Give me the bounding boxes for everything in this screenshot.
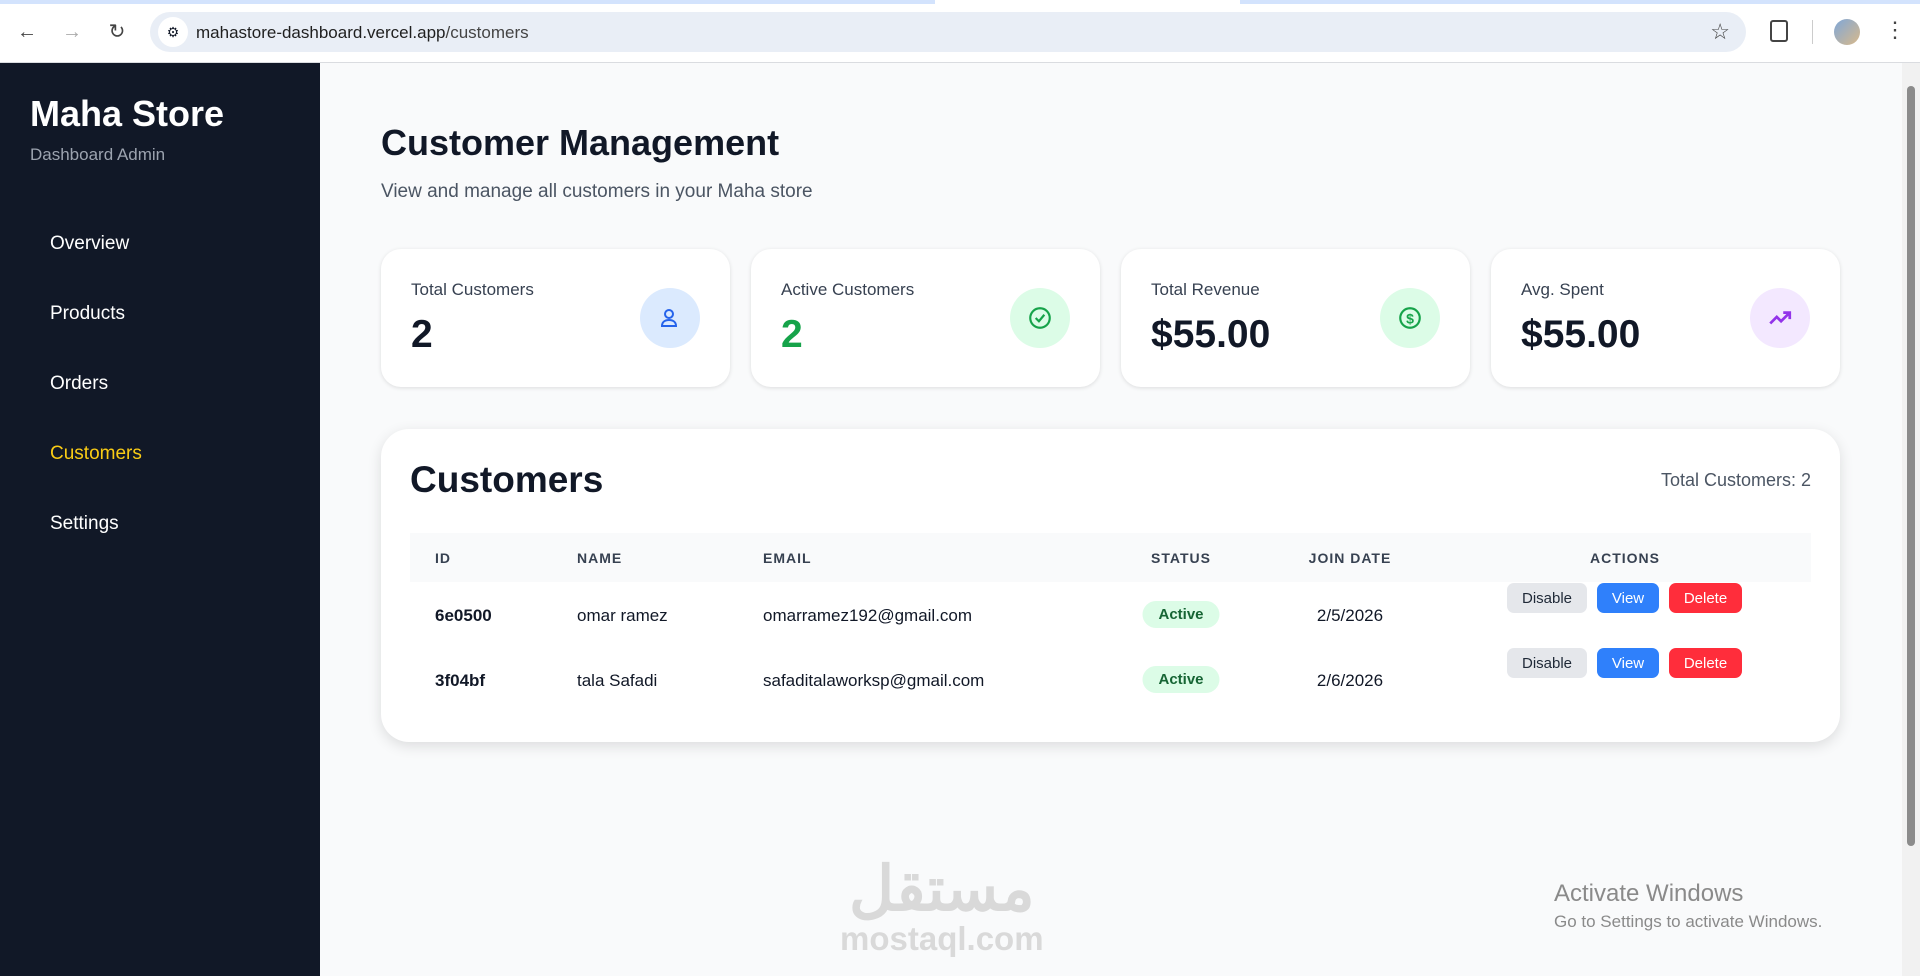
disable-button[interactable]: Disable [1507, 583, 1587, 613]
stat-card-active-customers: Active Customers 2 [751, 249, 1100, 387]
back-icon[interactable]: ← [17, 21, 37, 43]
customer-email: omarramez192@gmail.com [763, 606, 973, 625]
brand-subtitle: Dashboard Admin [30, 145, 166, 164]
stat-label: Total Customers [411, 280, 534, 299]
sidebar-item-customers[interactable]: Customers [50, 443, 142, 464]
activate-windows-notice: Activate Windows Go to Settings to activ… [1554, 880, 1822, 932]
sidebar-item-orders[interactable]: Orders [50, 373, 109, 394]
customers-panel: Customers Total Customers: 2 ID NAME EMA… [381, 429, 1840, 742]
stat-label: Total Revenue [1151, 280, 1260, 299]
extensions-icon[interactable] [1770, 20, 1788, 42]
mostaql-watermark: مستقل mostaql.com [840, 855, 1044, 958]
divider [1812, 20, 1813, 44]
stat-card-total-customers: Total Customers 2 [381, 249, 730, 387]
stat-card-avg-spent: Avg. Spent $55.00 [1491, 249, 1840, 387]
user-icon [640, 288, 700, 348]
view-button[interactable]: View [1597, 648, 1659, 678]
tab-strip [1240, 0, 1920, 4]
disable-button[interactable]: Disable [1507, 648, 1587, 678]
stat-label: Active Customers [781, 280, 915, 299]
svg-text:$: $ [1406, 310, 1414, 326]
trending-up-icon [1750, 288, 1810, 348]
status-badge: Active [1142, 601, 1220, 628]
customer-email: safaditalaworksp@gmail.com [763, 671, 985, 690]
watermark-logo: مستقل [849, 855, 1035, 924]
brand-name: Maha Store [30, 93, 225, 134]
scrollbar-thumb[interactable] [1907, 86, 1915, 846]
scrollbar[interactable] [1902, 63, 1920, 976]
column-header-email: EMAIL [763, 550, 812, 566]
menu-kebab-icon[interactable]: ⋮ [1884, 17, 1906, 42]
check-circle-icon [1010, 288, 1070, 348]
url-text[interactable]: mahastore-dashboard.vercel.app/customers [196, 23, 529, 42]
browser-toolbar: ← → ↻ ⚙ mahastore-dashboard.vercel.app/c… [0, 0, 1920, 63]
activate-detail: Go to Settings to activate Windows. [1554, 912, 1823, 931]
delete-button[interactable]: Delete [1669, 648, 1742, 678]
page-subtitle: View and manage all customers in your Ma… [381, 181, 813, 202]
reload-icon[interactable]: ↻ [108, 21, 126, 43]
table-header: ID NAME EMAIL STATUS JOIN DATE ACTIONS [410, 533, 1811, 582]
stat-value: 2 [781, 313, 803, 356]
dollar-circle-icon: $ [1380, 288, 1440, 348]
sidebar-item-overview[interactable]: Overview [50, 233, 130, 254]
column-header-join-date: JOIN DATE [1308, 550, 1392, 566]
view-button[interactable]: View [1597, 583, 1659, 613]
column-header-id: ID [435, 550, 451, 566]
sidebar: Maha Store Dashboard Admin Overview Prod… [0, 63, 320, 976]
column-header-status: STATUS [1151, 550, 1211, 566]
status-badge: Active [1142, 666, 1220, 693]
stat-value: $55.00 [1151, 313, 1271, 356]
table-row: 6e0500 omar ramez omarramez192@gmail.com… [410, 582, 1811, 647]
watermark-site: mostaql.com [840, 920, 1044, 957]
customers-total: Total Customers: 2 [1660, 470, 1811, 490]
stat-value: 2 [411, 313, 433, 356]
customer-name: omar ramez [577, 606, 668, 625]
forward-icon[interactable]: → [62, 21, 82, 43]
activate-title: Activate Windows [1554, 880, 1744, 907]
customer-id: 3f04bf [435, 671, 486, 690]
stat-card-total-revenue: Total Revenue $55.00 $ [1121, 249, 1470, 387]
customers-title: Customers [410, 459, 604, 500]
column-header-name: NAME [577, 550, 623, 566]
profile-avatar[interactable] [1834, 19, 1860, 45]
customer-name: tala Safadi [577, 671, 658, 690]
tab-strip [0, 0, 935, 4]
sidebar-item-products[interactable]: Products [50, 303, 125, 324]
stat-value: $55.00 [1521, 313, 1641, 356]
column-header-actions: ACTIONS [1590, 550, 1660, 566]
join-date: 2/5/2026 [1316, 606, 1384, 625]
bookmark-star-icon[interactable]: ☆ [1710, 19, 1730, 44]
join-date: 2/6/2026 [1316, 671, 1384, 690]
page-title: Customer Management [381, 122, 780, 163]
address-bar[interactable]: ⚙ mahastore-dashboard.vercel.app/custome… [150, 12, 1746, 52]
site-settings-icon[interactable]: ⚙ [158, 17, 188, 47]
stat-label: Avg. Spent [1521, 280, 1604, 299]
customer-id: 6e0500 [435, 606, 492, 625]
sidebar-item-settings[interactable]: Settings [50, 513, 119, 534]
table-row: 3f04bf tala Safadi safaditalaworksp@gmai… [410, 647, 1811, 712]
delete-button[interactable]: Delete [1669, 583, 1742, 613]
